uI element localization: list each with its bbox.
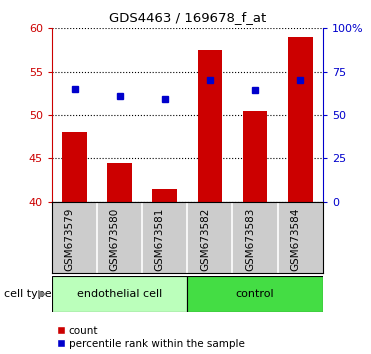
Bar [52, 276, 187, 312]
Bar [107, 163, 132, 202]
Text: GSM673583: GSM673583 [245, 207, 255, 271]
Text: GSM673582: GSM673582 [200, 207, 210, 271]
Bar [62, 132, 87, 202]
Text: cell type: cell type [4, 289, 51, 299]
Bar [152, 189, 177, 202]
Text: endothelial cell: endothelial cell [77, 289, 162, 299]
Text: GSM673581: GSM673581 [155, 207, 165, 271]
Bar [197, 50, 222, 202]
Text: GSM673584: GSM673584 [290, 207, 300, 271]
Bar [187, 276, 323, 312]
Text: GSM673579: GSM673579 [65, 207, 75, 271]
Bar [243, 111, 267, 202]
Bar [288, 37, 313, 202]
Text: GSM673580: GSM673580 [110, 207, 120, 271]
Text: ▶: ▶ [39, 289, 47, 299]
Title: GDS4463 / 169678_f_at: GDS4463 / 169678_f_at [109, 11, 266, 24]
Text: control: control [236, 289, 275, 299]
Legend: count, percentile rank within the sample: count, percentile rank within the sample [57, 326, 244, 349]
